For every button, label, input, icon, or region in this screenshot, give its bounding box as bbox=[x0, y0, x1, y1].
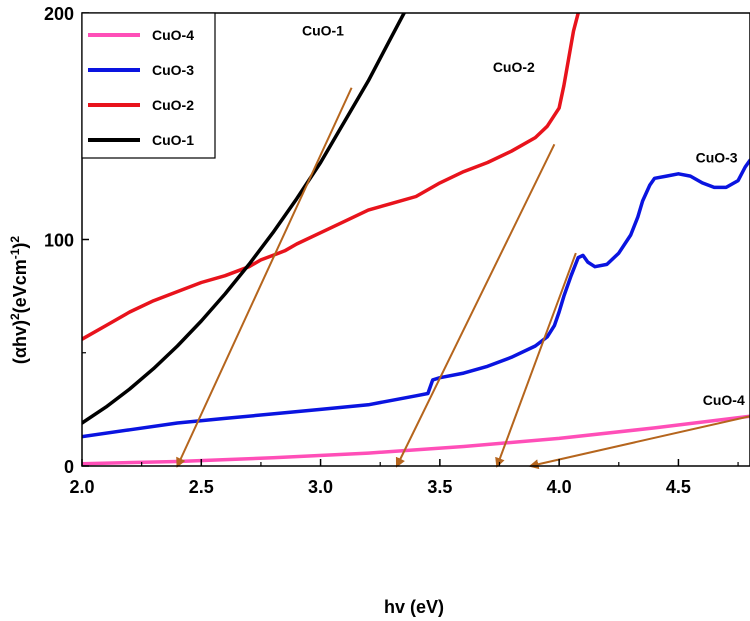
legend-label-cuo-4: CuO-4 bbox=[152, 27, 194, 43]
x-tick-label: 4.5 bbox=[666, 477, 691, 497]
legend-box bbox=[81, 12, 216, 159]
x-tick-label: 3.0 bbox=[308, 477, 333, 497]
annotation-layer: CuO-1 CuO-2 CuO-3 CuO-4 bbox=[302, 23, 745, 408]
y-tick-label: 100 bbox=[44, 231, 74, 251]
series-layer bbox=[82, 13, 750, 466]
legend-label-cuo-1: CuO-1 bbox=[152, 132, 194, 148]
axis-layer: 2.0 2.5 3.0 3.5 4.0 4.5 0 100 200 bbox=[44, 4, 739, 497]
legend-label-cuo-3: CuO-3 bbox=[152, 62, 194, 78]
x-tick-label: 2.0 bbox=[69, 477, 94, 497]
series-line-cuo-1 bbox=[82, 13, 406, 425]
tangent-arrow-3 bbox=[495, 252, 577, 468]
series-line-cuo-4 bbox=[82, 414, 750, 466]
y-tick-label: 0 bbox=[64, 457, 74, 477]
tangent-layer bbox=[176, 87, 750, 470]
legend: CuO-4 CuO-3 CuO-2 CuO-1 bbox=[81, 12, 216, 159]
annotation-cuo-3: CuO-3 bbox=[696, 149, 738, 165]
y-tick-label: 200 bbox=[44, 4, 74, 24]
x-tick-label: 4.0 bbox=[547, 477, 572, 497]
series-line-cuo-2 bbox=[82, 13, 580, 341]
annotation-cuo-1: CuO-1 bbox=[302, 23, 344, 39]
x-tick-label: 2.5 bbox=[189, 477, 214, 497]
y-axis-title: (αhv)2(eVcm-1)2 bbox=[8, 236, 30, 364]
x-tick-label: 3.5 bbox=[427, 477, 452, 497]
annotation-cuo-2: CuO-2 bbox=[493, 59, 535, 75]
tangent-arrow-2 bbox=[395, 143, 556, 468]
series-line-cuo-3 bbox=[82, 158, 750, 439]
annotation-cuo-4: CuO-4 bbox=[703, 392, 745, 408]
tangent-arrow-4 bbox=[528, 415, 750, 470]
tangent-arrow-1 bbox=[176, 87, 353, 468]
legend-label-cuo-2: CuO-2 bbox=[152, 97, 194, 113]
x-axis-title: hv (eV) bbox=[384, 597, 444, 617]
